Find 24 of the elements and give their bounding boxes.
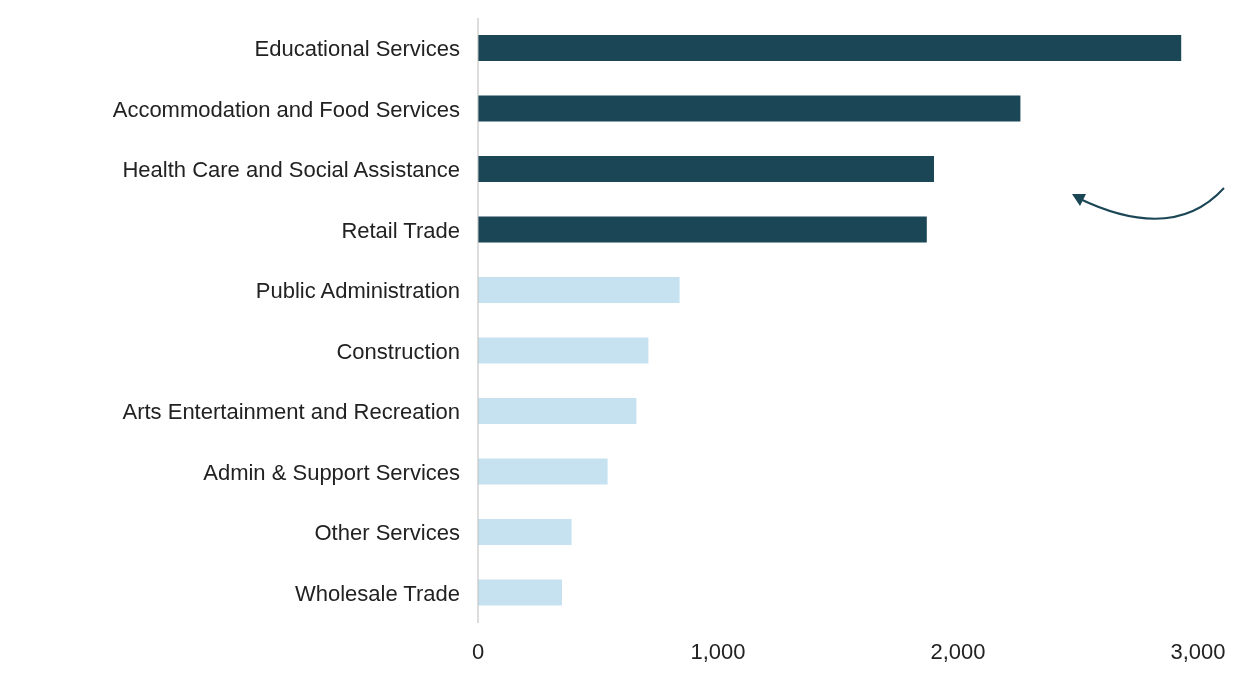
bar [478, 277, 680, 303]
bar [478, 216, 927, 243]
x-tick-label: 0 [471, 638, 485, 664]
y-tick-label: Construction [336, 338, 460, 364]
y-tick-label: Arts Entertainment and Recreation [122, 399, 460, 425]
bar [478, 458, 608, 485]
y-tick-label: Retail Trade [341, 217, 460, 243]
bar [478, 579, 562, 606]
y-tick-label: Other Services [314, 520, 460, 546]
y-tick-label: Public Administration [255, 278, 460, 304]
bar [478, 35, 1182, 61]
bar [478, 519, 572, 545]
bar [478, 337, 649, 364]
x-tick-label: 2,000 [930, 638, 986, 664]
y-tick-label: Educational Services [254, 36, 460, 62]
y-tick-label: Admin & Support Services [203, 459, 460, 485]
x-tick-label: 1,000 [690, 638, 746, 664]
y-tick-label: Accommodation and Food Services [112, 96, 460, 122]
bar [478, 398, 637, 424]
y-tick-label: Health Care and Social Assistance [122, 157, 460, 183]
bar [478, 156, 934, 182]
bar [478, 95, 1021, 122]
x-tick-label: 3,000 [1170, 638, 1226, 664]
y-tick-label: Wholesale Trade [294, 580, 460, 606]
